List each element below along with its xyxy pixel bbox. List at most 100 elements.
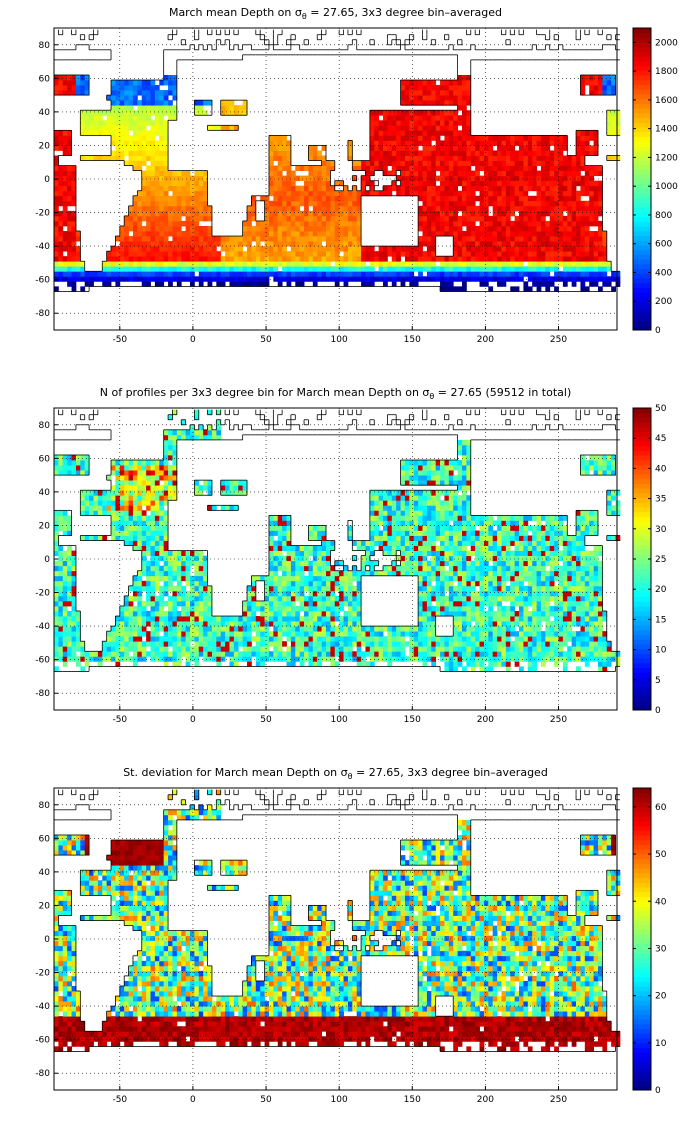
heatmap-cell <box>150 100 156 106</box>
heatmap-cell <box>413 266 419 272</box>
heatmap-cell <box>260 256 265 262</box>
heatmap-cell <box>536 241 542 247</box>
heatmap-cell <box>54 646 59 652</box>
heatmap-cell <box>510 185 516 192</box>
heatmap-cell <box>466 130 472 136</box>
heatmap-cell <box>111 641 116 647</box>
heatmap-cell <box>580 225 586 232</box>
heatmap-cell <box>137 256 143 262</box>
heatmap-cell <box>483 135 489 141</box>
heatmap-cell <box>75 465 81 471</box>
heatmap-cell <box>479 200 485 207</box>
heatmap-cell <box>505 170 511 177</box>
heatmap-cell <box>448 135 454 141</box>
heatmap-cell <box>431 145 437 151</box>
heatmap-cell <box>426 100 432 106</box>
heatmap-cell <box>119 155 125 161</box>
heatmap-cell <box>97 130 103 136</box>
heatmap-cell <box>304 195 309 202</box>
heatmap-cell <box>62 661 68 667</box>
heatmap-cell <box>444 195 450 202</box>
heatmap-cell <box>194 266 200 272</box>
heatmap-cell <box>54 605 59 612</box>
heatmap-cell <box>479 205 485 212</box>
colorbar-step <box>633 249 651 255</box>
heatmap-cell <box>422 85 428 91</box>
heatmap-cell <box>97 110 103 116</box>
heatmap-cell <box>137 145 143 151</box>
heatmap-cell <box>383 130 388 136</box>
heatmap-cell <box>593 256 599 262</box>
heatmap-cell <box>80 490 86 496</box>
heatmap-cell <box>132 140 138 146</box>
heatmap-cell <box>304 251 309 257</box>
heatmap-cell <box>80 110 86 116</box>
heatmap-cell <box>71 185 77 192</box>
heatmap-cell <box>150 256 156 262</box>
heatmap-cell <box>124 246 129 252</box>
heatmap-cell <box>435 225 441 232</box>
heatmap-cell <box>106 125 112 131</box>
heatmap-cell <box>554 200 559 207</box>
heatmap-cell <box>440 155 445 161</box>
heatmap-cell <box>247 276 252 282</box>
heatmap-cell <box>54 515 59 521</box>
heatmap-cell <box>304 241 309 247</box>
heatmap-cell <box>448 281 454 287</box>
heatmap-cell <box>286 155 292 161</box>
heatmap-cell <box>475 210 480 217</box>
heatmap-cell <box>400 165 406 172</box>
heatmap-cell <box>554 175 559 182</box>
heatmap-cell <box>571 185 577 192</box>
heatmap-cell <box>378 190 384 197</box>
heatmap-cell <box>159 241 165 247</box>
heatmap-cell <box>168 195 173 202</box>
heatmap-cell <box>286 215 292 222</box>
heatmap-cell <box>58 605 64 612</box>
heatmap-cell <box>435 140 441 146</box>
heatmap-cell <box>514 251 520 257</box>
heatmap-cell <box>365 190 371 197</box>
heatmap-cell <box>343 205 349 212</box>
heatmap-cell <box>409 100 415 106</box>
heatmap-cell <box>106 656 112 662</box>
heatmap-cell <box>251 215 257 222</box>
heatmap-cell <box>290 180 296 187</box>
heatmap-cell <box>295 246 301 252</box>
heatmap-cell <box>58 465 64 471</box>
heatmap-cell <box>602 271 608 277</box>
heatmap-cell <box>519 271 524 277</box>
heatmap-cell <box>532 215 537 222</box>
heatmap-cell <box>580 135 586 141</box>
heatmap-cell <box>67 135 72 141</box>
heatmap-cell <box>84 80 90 86</box>
heatmap-cell <box>238 246 244 252</box>
heatmap-cell <box>554 266 559 272</box>
heatmap-cell <box>483 155 489 161</box>
heatmap-cell <box>527 261 533 267</box>
heatmap-cell <box>207 231 213 237</box>
heatmap-cell <box>225 261 230 267</box>
heatmap-cell <box>567 180 573 187</box>
heatmap-cell <box>286 241 292 247</box>
heatmap-cell <box>132 160 138 166</box>
heatmap-cell <box>347 150 353 156</box>
heatmap-cell <box>470 241 476 247</box>
heatmap-cell <box>374 135 380 141</box>
heatmap-cell <box>54 530 59 536</box>
heatmap-cell <box>111 150 116 156</box>
heatmap-cell <box>510 210 516 217</box>
heatmap-cell <box>154 220 160 227</box>
heatmap-cell <box>71 200 77 207</box>
heatmap-cell <box>220 246 226 252</box>
heatmap-cell <box>277 160 283 166</box>
heatmap-cell <box>111 120 116 126</box>
heatmap-cell <box>330 266 336 272</box>
heatmap-cell <box>67 80 72 86</box>
heatmap-cell <box>488 155 494 161</box>
heatmap-cell <box>233 266 239 272</box>
heatmap-cell <box>519 170 524 177</box>
heatmap-cell <box>150 271 156 277</box>
heatmap-cell <box>172 95 178 101</box>
heatmap-cell <box>545 135 551 141</box>
